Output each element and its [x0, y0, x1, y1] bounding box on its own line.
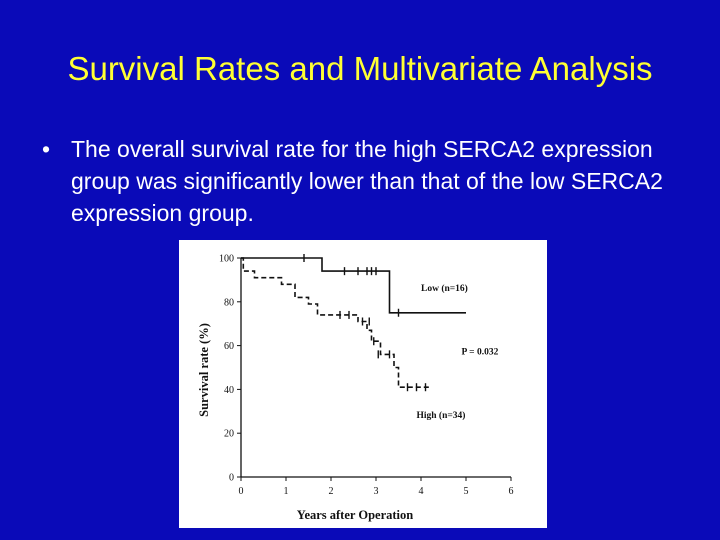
- y-tick-label: 80: [224, 297, 234, 308]
- survival-chart: 0 1 2 3 4 5 6 0 20 40 60 80 100 Years after Operatio…: [179, 240, 547, 528]
- x-axis-label: Years after Operation: [297, 508, 413, 522]
- high-expression-curve: [241, 257, 430, 388]
- y-tick-label: 20: [224, 429, 234, 440]
- low-expression-curve: [241, 257, 466, 314]
- x-tick-label: 4: [419, 486, 424, 497]
- y-axis-label: Survival rate (%): [197, 323, 211, 417]
- slide-title: Survival Rates and Multivariate Analysis: [67, 50, 653, 87]
- y-tick-label: 0: [229, 473, 234, 484]
- chart-annotation: High (n=34): [417, 410, 466, 421]
- x-tick-label: 5: [464, 486, 469, 497]
- chart-annotation: P = 0.032: [462, 347, 499, 357]
- y-tick-label: 100: [219, 254, 234, 265]
- bullet-text: The overall survival rate for the high S…: [71, 136, 663, 226]
- x-tick-label: 3: [374, 486, 379, 497]
- bullet-icon: •: [42, 136, 51, 162]
- x-tick-label: 6: [509, 486, 514, 497]
- x-tick-label: 0: [239, 486, 244, 497]
- series-layer: [241, 254, 466, 392]
- chart-annotation: Low (n=16): [421, 283, 468, 294]
- x-tick-label: 1: [284, 486, 289, 497]
- y-tick-label: 40: [224, 385, 234, 396]
- y-tick-label: 60: [224, 341, 234, 352]
- x-tick-label: 2: [329, 486, 334, 497]
- labels-layer: Years after Operation Survival rate (%) …: [197, 283, 499, 522]
